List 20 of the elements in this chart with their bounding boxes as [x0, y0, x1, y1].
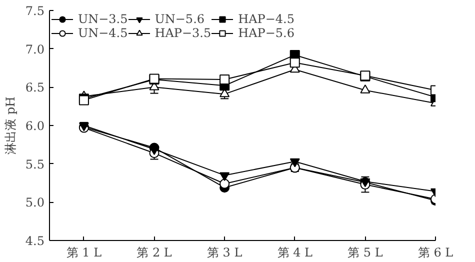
x-tick-label: 第 5 L — [348, 246, 383, 260]
x-tick-label: 第 6 L — [418, 246, 454, 260]
y-tick-label: 6.5 — [25, 80, 45, 95]
y-axis-title: 淋出液 pH — [3, 96, 18, 154]
x-tick-label: 第 1 L — [66, 246, 102, 260]
legend-label: HAP−5.6 — [238, 26, 294, 40]
x-tick-label: 第 4 L — [277, 246, 313, 260]
x-tick-label: 第 2 L — [136, 246, 172, 260]
y-tick-label: 5.5 — [25, 157, 45, 172]
y-tick-label: 7.0 — [25, 42, 45, 56]
legend-label: HAP−3.5 — [154, 26, 212, 40]
legend-label: HAP−4.5 — [238, 12, 294, 26]
legend-label: UN−4.5 — [78, 26, 128, 40]
x-tick-label: 第 3 L — [206, 246, 242, 260]
y-tick-label: 6.0 — [25, 119, 45, 133]
legend-label: UN−5.6 — [154, 12, 205, 26]
y-tick-label: 5.0 — [25, 196, 45, 210]
y-tick-label: 4.5 — [25, 234, 45, 248]
y-tick-label: 7.5 — [25, 4, 45, 18]
legend-label: UN−3.5 — [78, 12, 128, 26]
